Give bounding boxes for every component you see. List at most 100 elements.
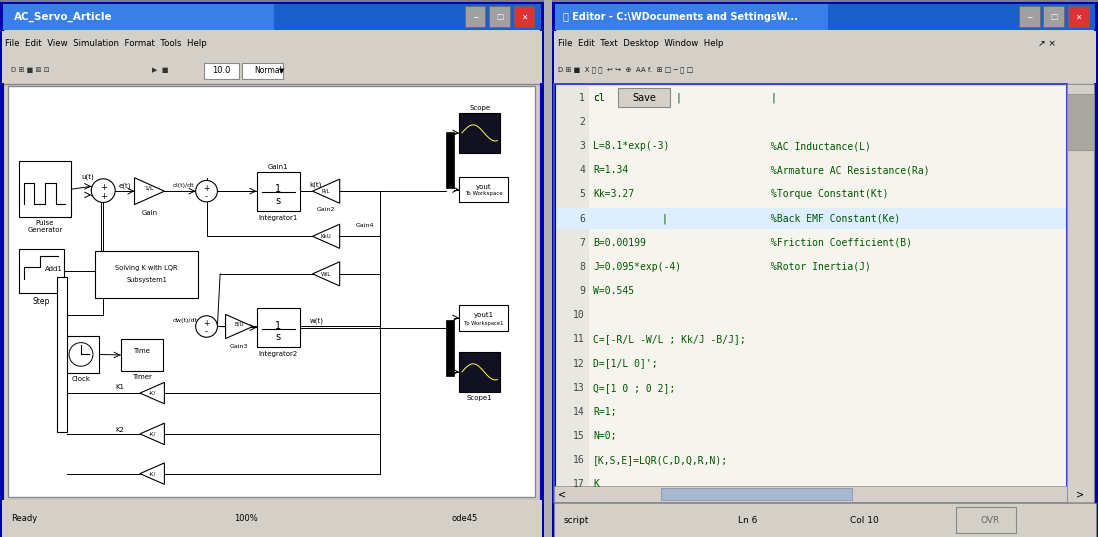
FancyBboxPatch shape: [618, 88, 670, 107]
Text: K1: K1: [115, 383, 124, 390]
Text: 2: 2: [579, 117, 585, 127]
FancyBboxPatch shape: [1043, 6, 1064, 27]
FancyBboxPatch shape: [204, 63, 239, 79]
Text: 100%: 100%: [234, 514, 257, 523]
Text: J=0.095*exp(-4): J=0.095*exp(-4): [593, 262, 682, 272]
FancyBboxPatch shape: [553, 208, 1067, 229]
FancyBboxPatch shape: [553, 84, 590, 502]
Text: -K/: -K/: [148, 431, 156, 437]
Text: >: >: [1076, 490, 1085, 499]
Polygon shape: [225, 314, 253, 339]
Text: 4: 4: [579, 165, 585, 175]
FancyBboxPatch shape: [8, 86, 536, 497]
Text: dw(t)/dt: dw(t)/dt: [172, 318, 198, 323]
FancyBboxPatch shape: [446, 320, 455, 376]
Text: 13: 13: [573, 383, 585, 393]
Polygon shape: [313, 224, 339, 248]
Text: |: |: [771, 92, 776, 103]
Text: s: s: [276, 196, 281, 206]
Text: u(t): u(t): [81, 173, 94, 180]
Text: D ⊞ ■  X ⬛ ⬛  ↩ ↪  ⊕  AA f.  ⊞ □ ─ 🗔 □: D ⊞ ■ X ⬛ ⬛ ↩ ↪ ⊕ AA f. ⊞ □ ─ 🗔 □: [558, 67, 693, 73]
Text: OVR: OVR: [981, 516, 1000, 525]
Text: [K,S,E]=LQR(C,D,Q,R,N);: [K,S,E]=LQR(C,D,Q,R,N);: [593, 455, 728, 465]
FancyBboxPatch shape: [63, 336, 100, 373]
FancyBboxPatch shape: [1067, 94, 1095, 150]
FancyBboxPatch shape: [459, 113, 500, 153]
Text: □: □: [496, 12, 503, 21]
Text: 10.0: 10.0: [213, 67, 231, 75]
FancyBboxPatch shape: [459, 352, 500, 392]
Text: 14: 14: [573, 407, 585, 417]
FancyBboxPatch shape: [553, 56, 1097, 83]
Text: Step: Step: [33, 297, 51, 306]
FancyBboxPatch shape: [459, 177, 508, 202]
Text: 1: 1: [276, 184, 281, 194]
FancyBboxPatch shape: [553, 486, 1067, 502]
FancyBboxPatch shape: [459, 305, 508, 331]
Text: Ln 6: Ln 6: [738, 516, 758, 525]
Text: Kk=3.27: Kk=3.27: [593, 190, 635, 199]
Text: 9: 9: [579, 286, 585, 296]
Text: 6: 6: [579, 214, 585, 223]
Text: 7: 7: [579, 238, 585, 248]
Text: Ready: Ready: [11, 514, 37, 523]
Text: Gain4: Gain4: [356, 223, 374, 228]
FancyBboxPatch shape: [257, 172, 300, 211]
Text: B/U: B/U: [234, 321, 244, 326]
Text: cl: cl: [593, 93, 605, 103]
FancyBboxPatch shape: [661, 488, 852, 500]
FancyBboxPatch shape: [242, 63, 282, 79]
Text: +: +: [203, 320, 210, 328]
Text: Scope1: Scope1: [467, 395, 493, 401]
FancyBboxPatch shape: [257, 308, 300, 347]
Text: Q=[1 0 ; 0 2];: Q=[1 0 ; 0 2];: [593, 383, 675, 393]
Text: ✕: ✕: [520, 12, 527, 21]
Text: Timer: Timer: [132, 374, 152, 380]
FancyBboxPatch shape: [19, 249, 64, 293]
Text: w(t): w(t): [310, 317, 324, 324]
Text: %Armature AC Resistance(Ra): %Armature AC Resistance(Ra): [771, 165, 929, 175]
Text: Pulse: Pulse: [35, 220, 54, 226]
Text: 10: 10: [573, 310, 585, 320]
Circle shape: [91, 179, 115, 202]
Text: yout1: yout1: [473, 312, 494, 318]
Text: %Friction Coefficient(B): %Friction Coefficient(B): [771, 238, 911, 248]
Text: cl: cl: [593, 93, 605, 103]
Text: +: +: [203, 184, 210, 193]
Text: AC_Servo_Article: AC_Servo_Article: [13, 11, 112, 22]
Text: 16: 16: [573, 455, 585, 465]
Text: File  Edit  Text  Desktop  Window  Help: File Edit Text Desktop Window Help: [558, 39, 724, 48]
Text: D=[1/L 0]';: D=[1/L 0]';: [593, 359, 658, 368]
Polygon shape: [139, 463, 165, 484]
Text: 📝 Editor - C:\WDocuments and SettingsW...: 📝 Editor - C:\WDocuments and SettingsW..…: [563, 12, 798, 21]
Text: Gain2: Gain2: [317, 207, 335, 212]
Text: 12: 12: [573, 359, 585, 368]
Polygon shape: [135, 178, 165, 205]
Text: +: +: [100, 183, 107, 192]
Text: K2: K2: [115, 426, 124, 433]
Text: script: script: [563, 516, 589, 525]
Text: ▶  ■: ▶ ■: [153, 67, 169, 73]
Text: Add1: Add1: [45, 266, 64, 272]
Text: W=0.545: W=0.545: [593, 286, 635, 296]
FancyBboxPatch shape: [554, 4, 1096, 30]
Text: k(t): k(t): [310, 182, 322, 188]
Text: 1/L: 1/L: [145, 186, 154, 191]
FancyBboxPatch shape: [1, 56, 542, 83]
Text: di(t)/dt: di(t)/dt: [172, 184, 194, 188]
Text: 8: 8: [579, 262, 585, 272]
Text: Gain3: Gain3: [229, 344, 248, 349]
Text: □: □: [1050, 12, 1057, 21]
Text: W/L: W/L: [321, 271, 332, 277]
Text: R=1;: R=1;: [593, 407, 617, 417]
Circle shape: [69, 343, 93, 366]
FancyBboxPatch shape: [19, 161, 70, 217]
FancyBboxPatch shape: [96, 251, 199, 298]
Text: %AC Inductance(L): %AC Inductance(L): [771, 141, 871, 151]
FancyBboxPatch shape: [2, 4, 541, 30]
Text: Integrator2: Integrator2: [259, 351, 298, 357]
Text: R/L: R/L: [322, 188, 330, 194]
Text: ─: ─: [473, 12, 478, 21]
FancyBboxPatch shape: [1, 31, 542, 56]
FancyBboxPatch shape: [1, 500, 542, 537]
